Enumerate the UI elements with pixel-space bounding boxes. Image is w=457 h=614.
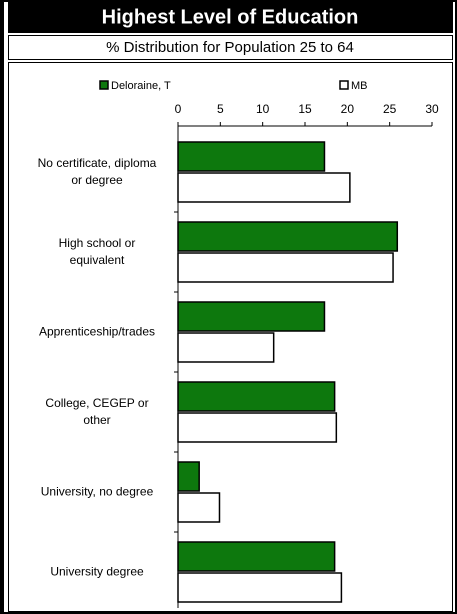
left-edge (0, 0, 4, 614)
y-tick-label: No certificate, diploma or degree (37, 156, 157, 187)
bar (177, 541, 336, 572)
legend-swatch (99, 80, 109, 90)
bar (177, 461, 200, 492)
plot-frame (8, 62, 453, 612)
legend-label: MB (351, 80, 368, 92)
x-tick-label: 10 (256, 102, 270, 116)
legend-label: Deloraine, T (111, 80, 171, 92)
y-tick-label: High school or equivalent (58, 236, 136, 267)
chart-subtitle: % Distribution for Population 25 to 64 (106, 39, 354, 56)
chart-title: Highest Level of Education (102, 6, 359, 28)
title-bar (8, 2, 453, 33)
x-tick-label: 30 (425, 102, 439, 116)
bar (177, 301, 326, 332)
x-tick-label: 25 (383, 102, 397, 116)
y-tick-label: Apprenticeship/trades (38, 324, 156, 339)
bar (177, 572, 343, 603)
bar (177, 381, 336, 412)
y-tick-label: University degree (50, 564, 144, 579)
x-tick-label: 15 (298, 102, 312, 116)
y-tick-label: College, CEGEP or other (45, 396, 149, 427)
x-tick-label: 5 (217, 102, 224, 116)
bar (177, 172, 351, 203)
bar (177, 141, 326, 172)
x-tick-label: 20 (341, 102, 355, 116)
y-tick-label: University, no degree (40, 484, 154, 499)
x-tick-label: 0 (175, 102, 182, 116)
bar (177, 252, 394, 283)
subtitle-box (8, 35, 453, 60)
bar (177, 492, 221, 523)
bar (177, 332, 275, 363)
legend-swatch (339, 80, 349, 90)
bar (177, 221, 399, 252)
bar (177, 412, 338, 443)
